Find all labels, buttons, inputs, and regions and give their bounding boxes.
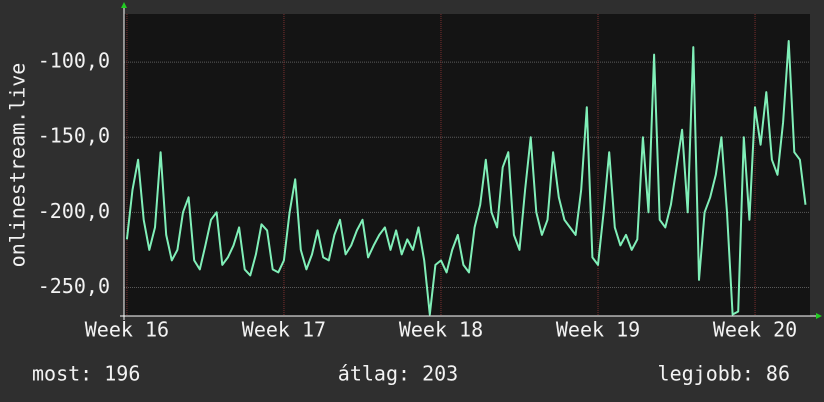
footer-average: átlag: 203 — [338, 362, 458, 386]
y-axis-label: onlinestream.live — [6, 63, 30, 268]
x-tick-label: Week 18 — [399, 318, 483, 342]
data-line — [125, 40, 807, 316]
footer-max: legjobb: 86 — [658, 362, 790, 386]
x-axis-arrow — [816, 313, 822, 319]
footer-current: most: 196 — [32, 362, 140, 386]
x-tick-label: Week 16 — [85, 318, 169, 342]
y-axis-arrow — [121, 2, 127, 8]
y-tick-label: -100,0 — [38, 49, 110, 73]
x-tick-label: Week 20 — [713, 318, 797, 342]
y-tick-label: -250,0 — [38, 274, 110, 298]
x-tick-label: Week 19 — [556, 318, 640, 342]
x-tick-label: Week 17 — [242, 318, 326, 342]
y-tick-label: -200,0 — [38, 199, 110, 223]
y-tick-label: -150,0 — [38, 124, 110, 148]
